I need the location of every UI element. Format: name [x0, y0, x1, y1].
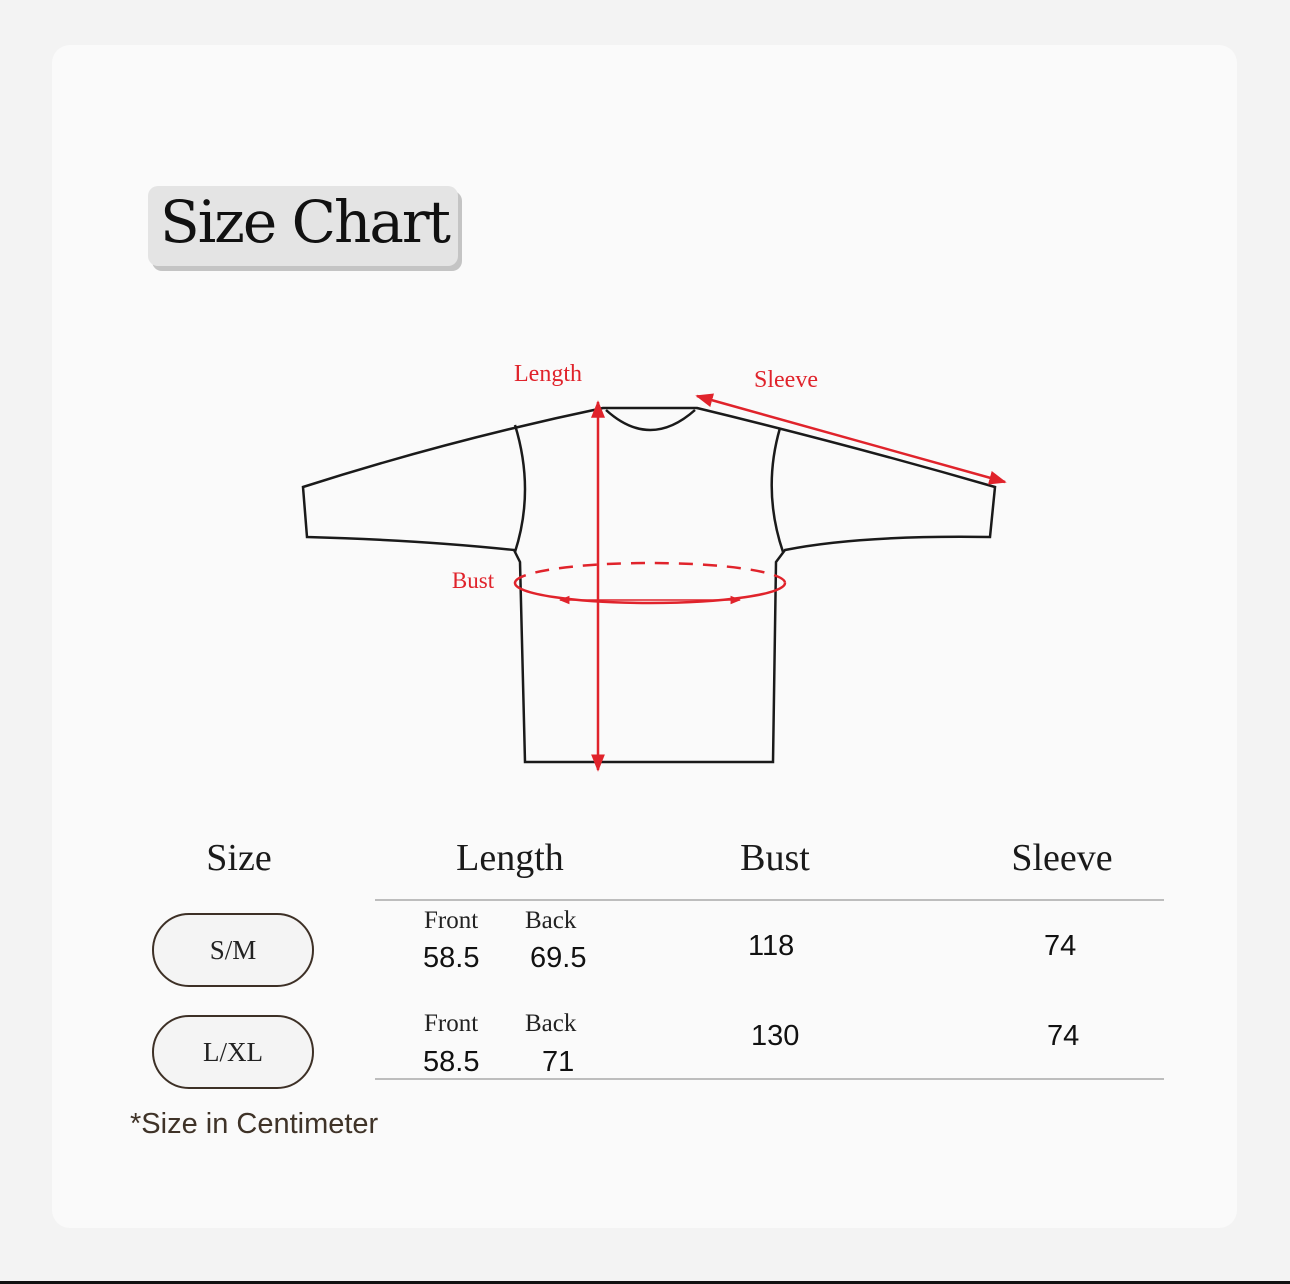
sleeve-value: 74	[1044, 930, 1077, 962]
header-sleeve: Sleeve	[1011, 837, 1113, 879]
size-pill-lxl: L/XL	[152, 1015, 314, 1089]
length-front-value: 58.5	[423, 942, 480, 974]
bust-label: Bust	[452, 568, 495, 593]
title-badge	[148, 186, 458, 266]
table-top-rule	[375, 899, 1164, 901]
size-pill-sm: S/M	[152, 913, 314, 987]
back-label: Back	[525, 1010, 577, 1037]
units-note: *Size in Centimeter	[130, 1108, 379, 1140]
sleeve-label: Sleeve	[754, 367, 818, 393]
header-size: Size	[206, 837, 272, 879]
divider	[0, 1281, 1290, 1284]
header-length: Length	[456, 837, 564, 879]
sleeve-arrow	[695, 393, 1007, 485]
bust-ellipse-back	[513, 561, 787, 584]
length-label: Length	[514, 361, 582, 387]
measurement-lines	[513, 393, 1007, 772]
table-bottom-rule	[375, 1078, 1164, 1080]
length-back-value: 69.5	[530, 942, 587, 974]
front-label: Front	[424, 907, 479, 934]
length-front-value: 58.5	[423, 1046, 480, 1078]
front-label: Front	[424, 1010, 479, 1037]
back-label: Back	[525, 907, 577, 934]
sleeve-value: 74	[1047, 1020, 1080, 1052]
bust-value: 130	[751, 1020, 800, 1052]
sweater-outline	[301, 406, 997, 764]
page-title: Size Chart	[160, 188, 451, 256]
header-bust: Bust	[740, 837, 810, 879]
length-back-value: 71	[542, 1046, 575, 1078]
bust-value: 118	[748, 930, 795, 962]
